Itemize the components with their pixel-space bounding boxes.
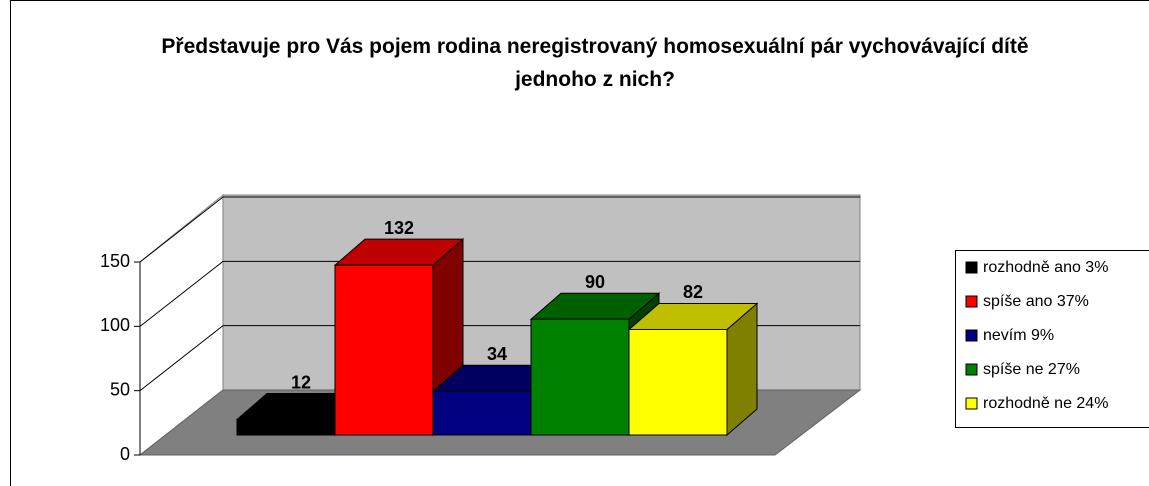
legend-swatch (965, 363, 978, 376)
y-tick-label: 50 (110, 379, 130, 399)
y-tick-label: 0 (120, 444, 130, 464)
chart-border (10, 0, 1149, 486)
grid-line (139, 196, 224, 263)
grid-line (139, 325, 224, 392)
bar (432, 390, 532, 436)
legend-swatch (965, 295, 978, 308)
bar (334, 264, 434, 436)
y-tick-label: 150 (100, 251, 130, 271)
legend-swatch (965, 329, 978, 342)
bar (236, 419, 336, 436)
legend-label: rozhodně ano 3% (983, 259, 1108, 276)
legend-swatch (965, 397, 978, 410)
value-label: 90 (585, 272, 605, 292)
value-label: 12 (291, 372, 311, 392)
legend-label: rozhodně ne 24% (983, 395, 1108, 412)
y-tick-label: 100 (100, 315, 130, 335)
chart-title: Představuje pro Vás pojem rodina neregis… (161, 35, 1029, 91)
legend-label: nevím 9% (983, 327, 1054, 344)
legend-label: spíše ano 37% (983, 293, 1089, 310)
value-label: 82 (683, 282, 703, 302)
legend-swatch (965, 261, 978, 274)
value-label: 132 (384, 218, 414, 238)
legend-label: spíše ne 27% (983, 361, 1080, 378)
bar (530, 318, 630, 436)
value-label: 34 (487, 344, 507, 364)
grid-line (139, 260, 224, 327)
bar (628, 328, 728, 436)
legend-box (955, 250, 1149, 428)
